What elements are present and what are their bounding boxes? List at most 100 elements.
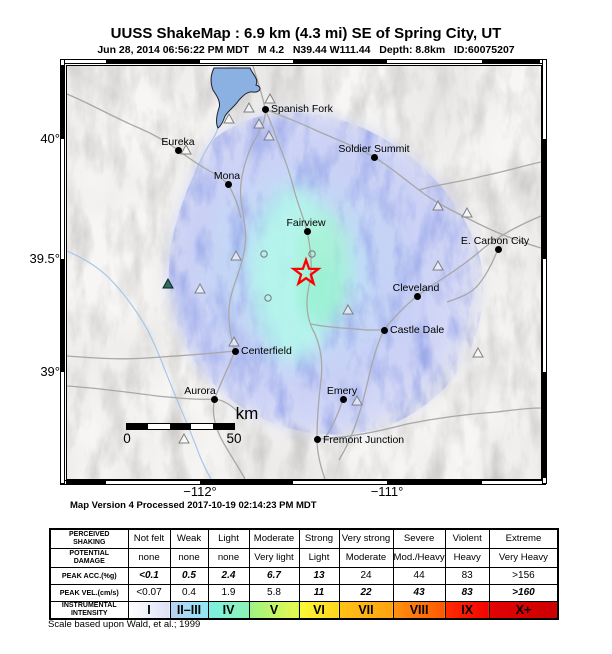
legend-cell-acc: <0.1	[127, 566, 171, 585]
station-markers	[162, 92, 484, 444]
legend-cell-damage: Heavy	[444, 547, 490, 568]
intensity-core-green2	[299, 262, 339, 326]
station-triangle-icon	[223, 112, 235, 124]
legend-cell-mmi: VI	[298, 600, 340, 620]
legend-cell-vel: <0.07	[127, 583, 171, 602]
legend-cell-mmi: VIII	[392, 600, 446, 620]
frame-segment	[66, 481, 106, 484]
lon-tick-label: −112°	[183, 484, 217, 499]
city-label: Emery	[326, 385, 358, 397]
station-triangle-icon	[162, 277, 174, 289]
legend-cell-shaking: Extreme	[488, 528, 559, 549]
legend-cell-damage: none	[169, 547, 209, 568]
page-title: UUSS ShakeMap : 6.9 km (4.3 mi) SE of Sp…	[110, 25, 502, 42]
city-dot	[371, 154, 378, 161]
city-dot	[232, 348, 239, 355]
frame-segment	[61, 65, 64, 139]
city-label: Castle Dale	[390, 324, 445, 336]
station-triangle-icon	[342, 303, 354, 315]
legend-cell-shaking: Not felt	[127, 528, 171, 549]
station-triangle-icon	[264, 92, 276, 104]
legend-row-header: PEAK ACC.(%g)	[49, 566, 129, 585]
scale-bar-start-label: 0	[123, 431, 131, 446]
frame-segment	[482, 60, 540, 63]
map-version-note: Map Version 4 Processed 2017-10-19 02:14…	[70, 500, 317, 511]
lat-tick-label: 39.5°	[29, 251, 60, 266]
intensity-legend: PERCEIVED SHAKING Not felt Weak Light Modera…	[49, 528, 560, 620]
station-triangle-icon	[253, 117, 265, 129]
legend-cell-acc: 2.4	[207, 566, 250, 585]
station-triangle-icon	[432, 199, 444, 211]
legend-cell-mmi: VII	[338, 600, 394, 620]
legend-cell-damage: none	[127, 547, 171, 568]
legend-cell-damage: Very Heavy	[488, 547, 559, 568]
intensity-scale-table: PERCEIVED SHAKING Not felt Weak Light Modera…	[49, 528, 560, 620]
city-dot	[175, 147, 182, 154]
city-dot	[414, 293, 421, 300]
city-label: Cleveland	[392, 282, 440, 294]
city-label: Aurora	[184, 385, 216, 397]
station-triangle-icon	[263, 129, 275, 141]
city-dot	[262, 106, 269, 113]
station-triangle-icon	[194, 282, 206, 294]
legend-cell-acc: 83	[444, 566, 490, 585]
legend-cell-damage: none	[207, 547, 250, 568]
frame-segment	[200, 481, 293, 484]
city-label: Mona	[213, 170, 241, 182]
legend-cell-damage: Moderate	[338, 547, 394, 568]
frame-segment	[543, 139, 546, 259]
city-dot	[314, 436, 321, 443]
shake-intensity-map: Spanish Fork Eureka Soldier Summit Mona Fair…	[66, 65, 542, 480]
scale-bar-end-label: 50	[226, 431, 242, 446]
station-circle-icon	[260, 250, 268, 258]
legend-cell-acc: 0.5	[169, 566, 209, 585]
rivers	[67, 127, 219, 479]
legend-footnote: Scale based upon Wald, et al.; 1999	[48, 619, 201, 630]
frame-segment	[293, 60, 387, 63]
scale-bar	[126, 423, 235, 430]
legend-cell-acc: 44	[392, 566, 446, 585]
frame-segment	[61, 259, 64, 372]
station-triangle-icon	[472, 346, 484, 358]
legend-cell-mmi: II–III	[169, 600, 209, 620]
legend-row-header: PERCEIVED SHAKING	[49, 528, 129, 549]
station-circle-icon	[308, 250, 316, 258]
station-triangle-icon	[243, 101, 255, 113]
frame-segment	[543, 372, 546, 478]
city-dot	[225, 181, 232, 188]
legend-cell-shaking: Violent	[444, 528, 490, 549]
map-graphics	[67, 66, 541, 479]
station-triangle-icon	[351, 394, 363, 406]
legend-cell-acc: 6.7	[248, 566, 300, 585]
scale-bar-unit-label: km	[235, 404, 259, 423]
station-triangle-icon	[432, 259, 444, 271]
legend-cell-damage: Light	[298, 547, 340, 568]
station-triangle-icon	[228, 335, 240, 347]
frame-segment	[387, 481, 482, 484]
scale-bar-segment	[212, 424, 234, 429]
legend-cell-vel: 11	[298, 583, 340, 602]
legend-row-header: INSTRUMENTAL INTENSITY	[49, 600, 129, 620]
event-summary: Jun 28, 2014 06:56:22 PM MDT M 4.2 N39.4…	[97, 44, 515, 56]
legend-cell-acc: >156	[488, 566, 559, 585]
frame-bar-right	[542, 59, 547, 484]
legend-cell-vel: 1.9	[207, 583, 250, 602]
scale-bar-segment	[169, 424, 192, 429]
legend-row-header: PEAK VEL.(cm/s)	[49, 583, 129, 602]
legend-cell-vel: >160	[488, 583, 559, 602]
legend-cell-shaking: Light	[207, 528, 250, 549]
legend-cell-vel: 0.4	[169, 583, 209, 602]
city-dot	[495, 246, 502, 253]
city-dot	[211, 396, 218, 403]
city-label: Spanish Fork	[271, 103, 333, 115]
city-dot	[340, 396, 347, 403]
city-dot	[381, 327, 388, 334]
legend-cell-vel: 43	[392, 583, 446, 602]
legend-cell-damage: Mod./Heavy	[392, 547, 446, 568]
lon-tick-label: −111°	[370, 484, 404, 499]
city-label: Soldier Summit	[338, 143, 410, 155]
legend-cell-mmi: X+	[488, 600, 559, 620]
legend-cell-shaking: Severe	[392, 528, 446, 549]
legend-cell-mmi: V	[248, 600, 300, 620]
city-dot	[304, 228, 311, 235]
